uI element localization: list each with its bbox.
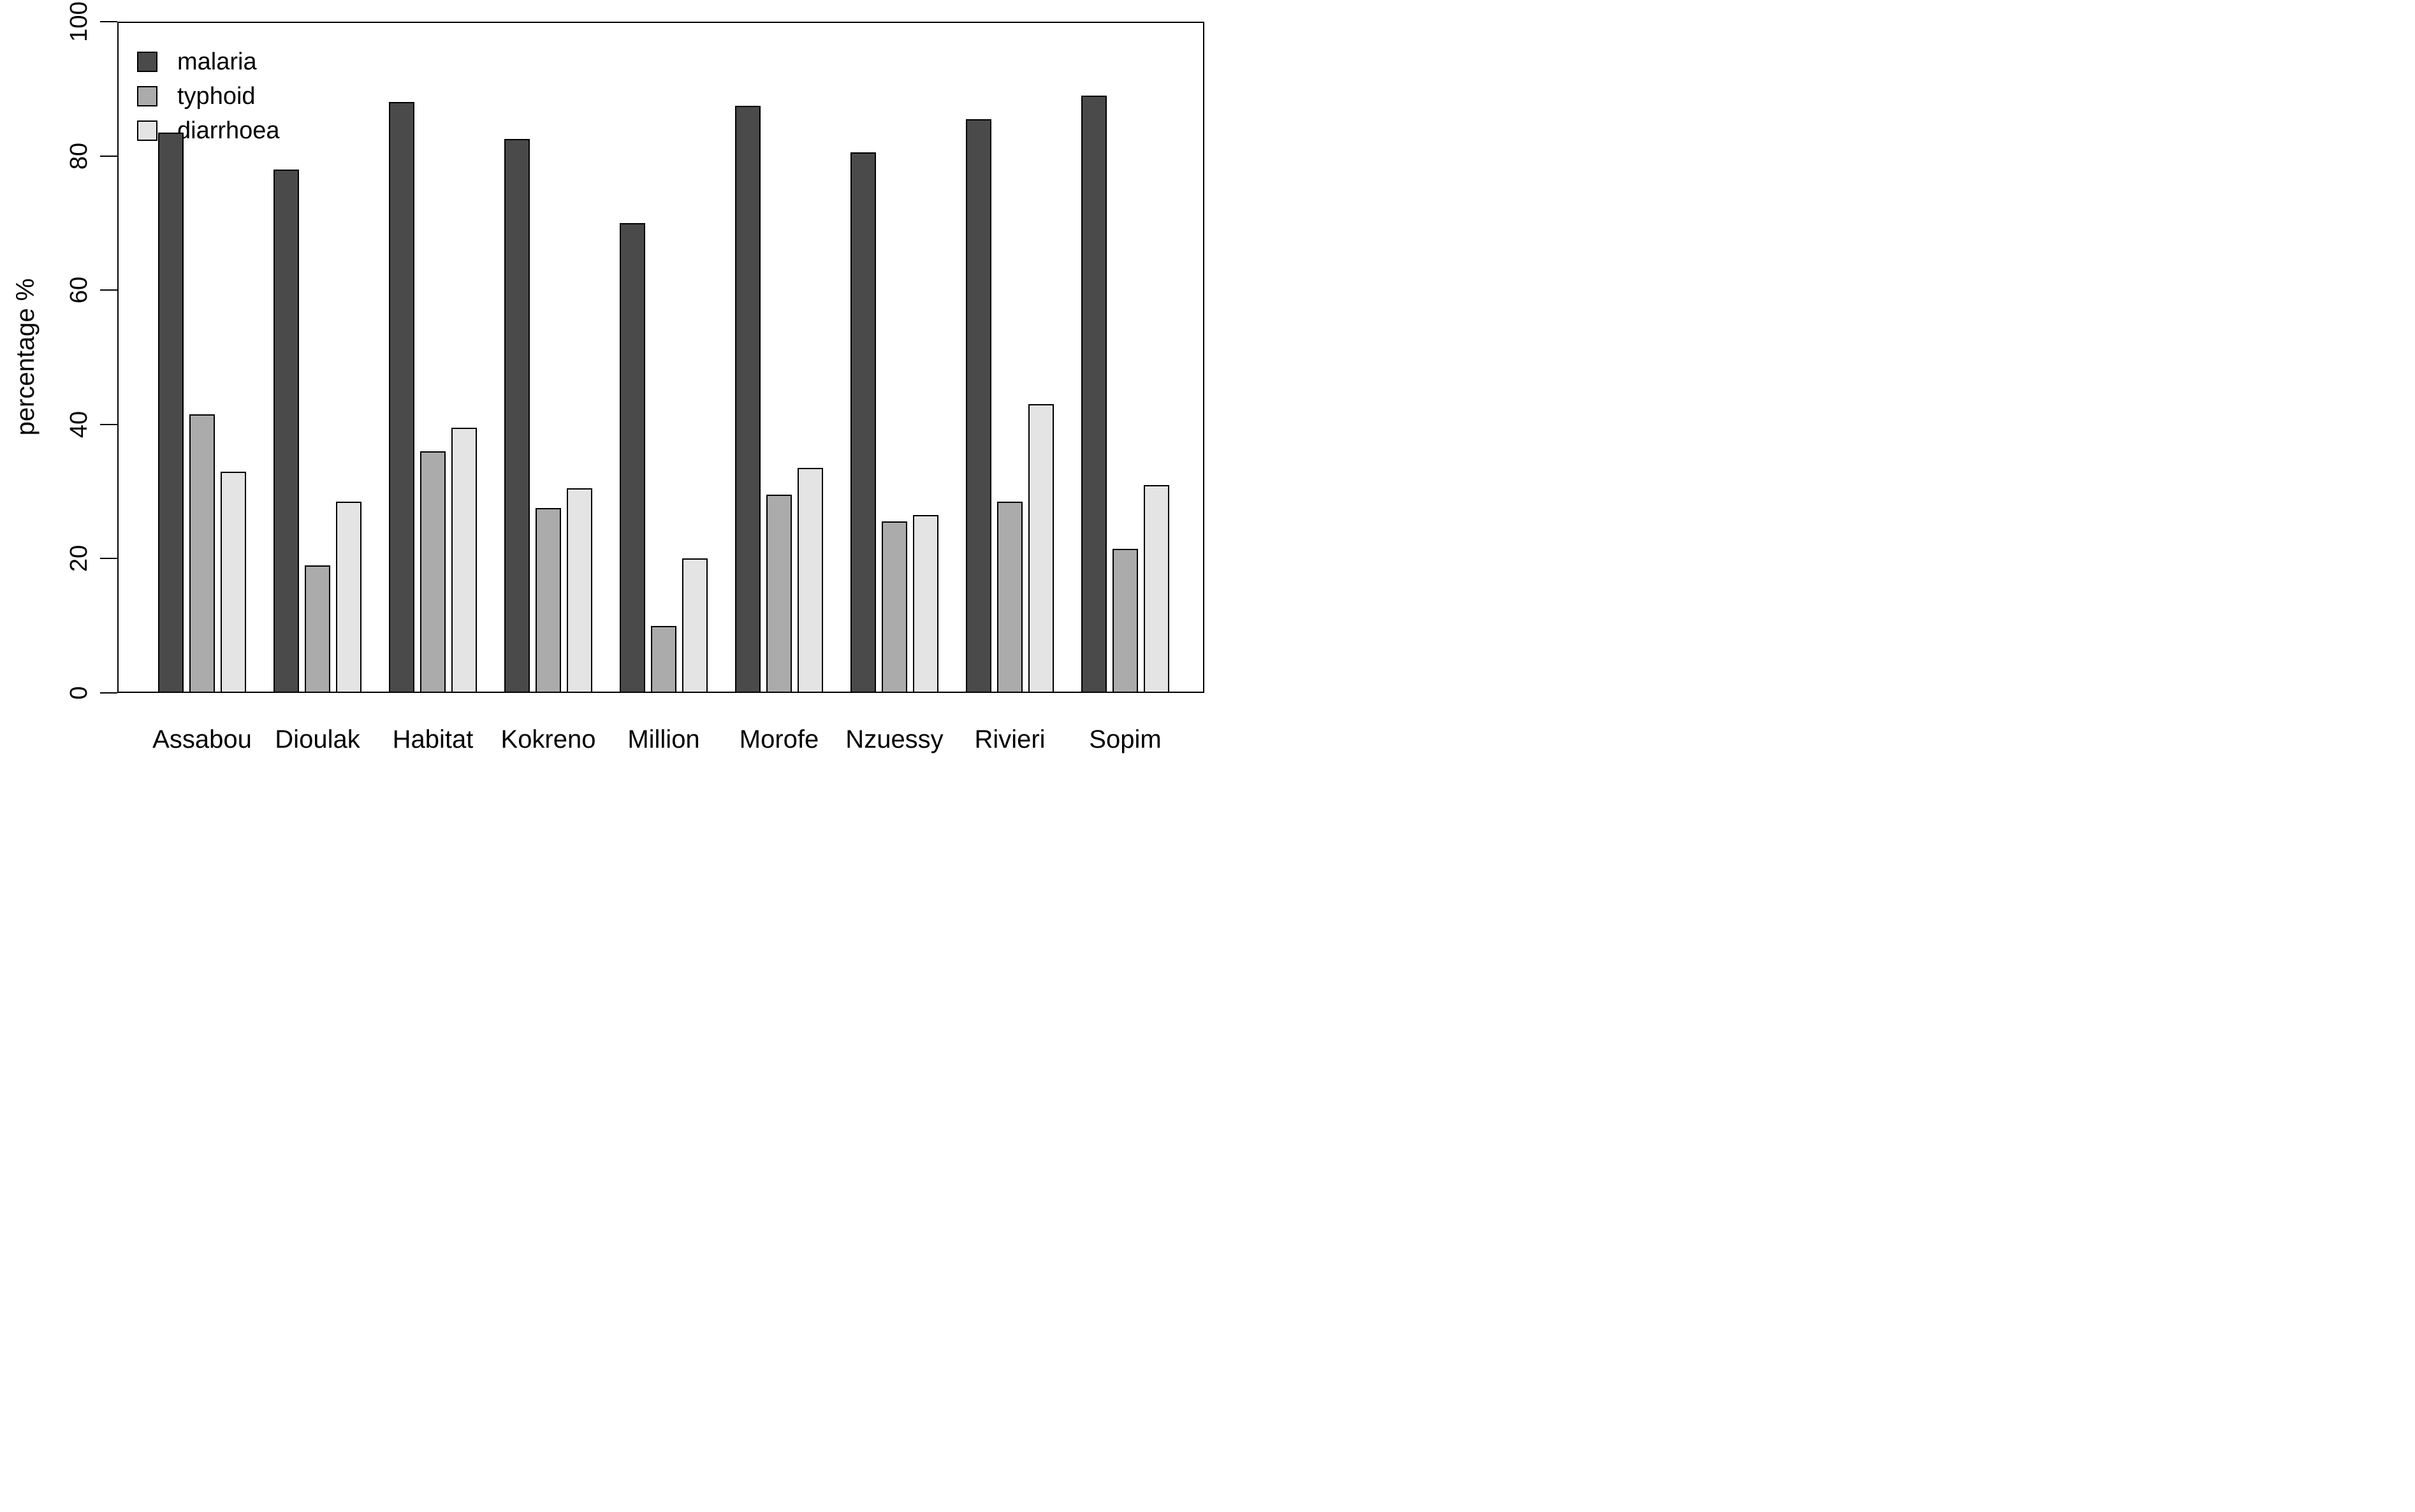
x-category-label-kokreno: Kokreno (500, 725, 596, 753)
x-category-label-sopim: Sopim (1089, 725, 1162, 753)
legend-item-malaria: malaria (137, 45, 280, 79)
bar-malaria-habitat (389, 102, 414, 693)
bar-typhoid-morofe (766, 495, 792, 693)
legend-item-diarrhoea: diarrhoea (137, 113, 280, 148)
bar-malaria-assabou (158, 132, 184, 693)
bar-typhoid-million (651, 625, 676, 693)
x-category-label-morofe: Morofe (739, 725, 819, 753)
bar-diarrhoea-kokreno (567, 488, 592, 693)
y-axis-tick (100, 21, 117, 22)
bar-diarrhoea-morofe (798, 468, 823, 693)
y-tick-label: 40 (66, 411, 92, 438)
bar-typhoid-rivieri (997, 501, 1023, 693)
legend: malaria typhoid diarrhoea (137, 45, 280, 148)
legend-swatch-diarrhoea (137, 120, 157, 141)
bar-typhoid-assabou (189, 414, 215, 693)
x-category-label-nzuessy: Nzuessy (845, 725, 944, 753)
x-category-label-million: Million (627, 725, 700, 753)
bar-malaria-nzuessy (850, 152, 876, 693)
y-axis-title: percentage % (11, 278, 40, 436)
legend-label-malaria: malaria (177, 48, 257, 75)
y-axis-tick (100, 423, 117, 425)
bar-typhoid-habitat (420, 451, 446, 693)
y-axis-tick (100, 558, 117, 560)
y-tick-label: 0 (66, 686, 92, 700)
legend-label-diarrhoea: diarrhoea (177, 117, 280, 144)
y-tick-label: 20 (66, 545, 92, 572)
y-axis-tick (100, 289, 117, 291)
y-axis-tick (100, 155, 117, 157)
legend-item-typhoid: typhoid (137, 79, 280, 113)
bar-malaria-million (620, 222, 645, 693)
bar-diarrhoea-sopim (1144, 484, 1169, 693)
bar-malaria-kokreno (504, 139, 530, 693)
bar-malaria-rivieri (966, 119, 991, 693)
bar-typhoid-nzuessy (882, 521, 907, 693)
x-category-label-rivieri: Rivieri (974, 725, 1046, 753)
bar-diarrhoea-million (682, 558, 708, 693)
y-tick-label: 60 (66, 277, 92, 304)
bar-diarrhoea-habitat (451, 428, 477, 693)
legend-label-typhoid: typhoid (177, 83, 256, 110)
legend-swatch-malaria (137, 52, 157, 72)
legend-swatch-typhoid (137, 86, 157, 106)
bar-diarrhoea-nzuessy (913, 514, 938, 693)
bar-malaria-sopim (1081, 95, 1107, 693)
bar-typhoid-sopim (1113, 548, 1138, 693)
x-category-label-dioulak: Dioulak (275, 725, 360, 753)
x-category-label-habitat: Habitat (392, 725, 474, 753)
x-category-label-assabou: Assabou (152, 725, 252, 753)
y-tick-label: 100 (66, 1, 92, 42)
y-axis-tick (100, 692, 117, 694)
bar-typhoid-kokreno (536, 508, 561, 693)
bar-diarrhoea-rivieri (1028, 404, 1054, 693)
bar-diarrhoea-dioulak (336, 501, 361, 693)
grouped-bar-chart-figure: percentage % malaria typhoid diarrhoea 0… (0, 0, 1208, 756)
bar-malaria-dioulak (274, 169, 299, 693)
y-tick-label: 80 (66, 142, 92, 170)
bar-typhoid-dioulak (305, 565, 330, 693)
bar-malaria-morofe (735, 105, 761, 693)
bar-diarrhoea-assabou (221, 471, 246, 693)
